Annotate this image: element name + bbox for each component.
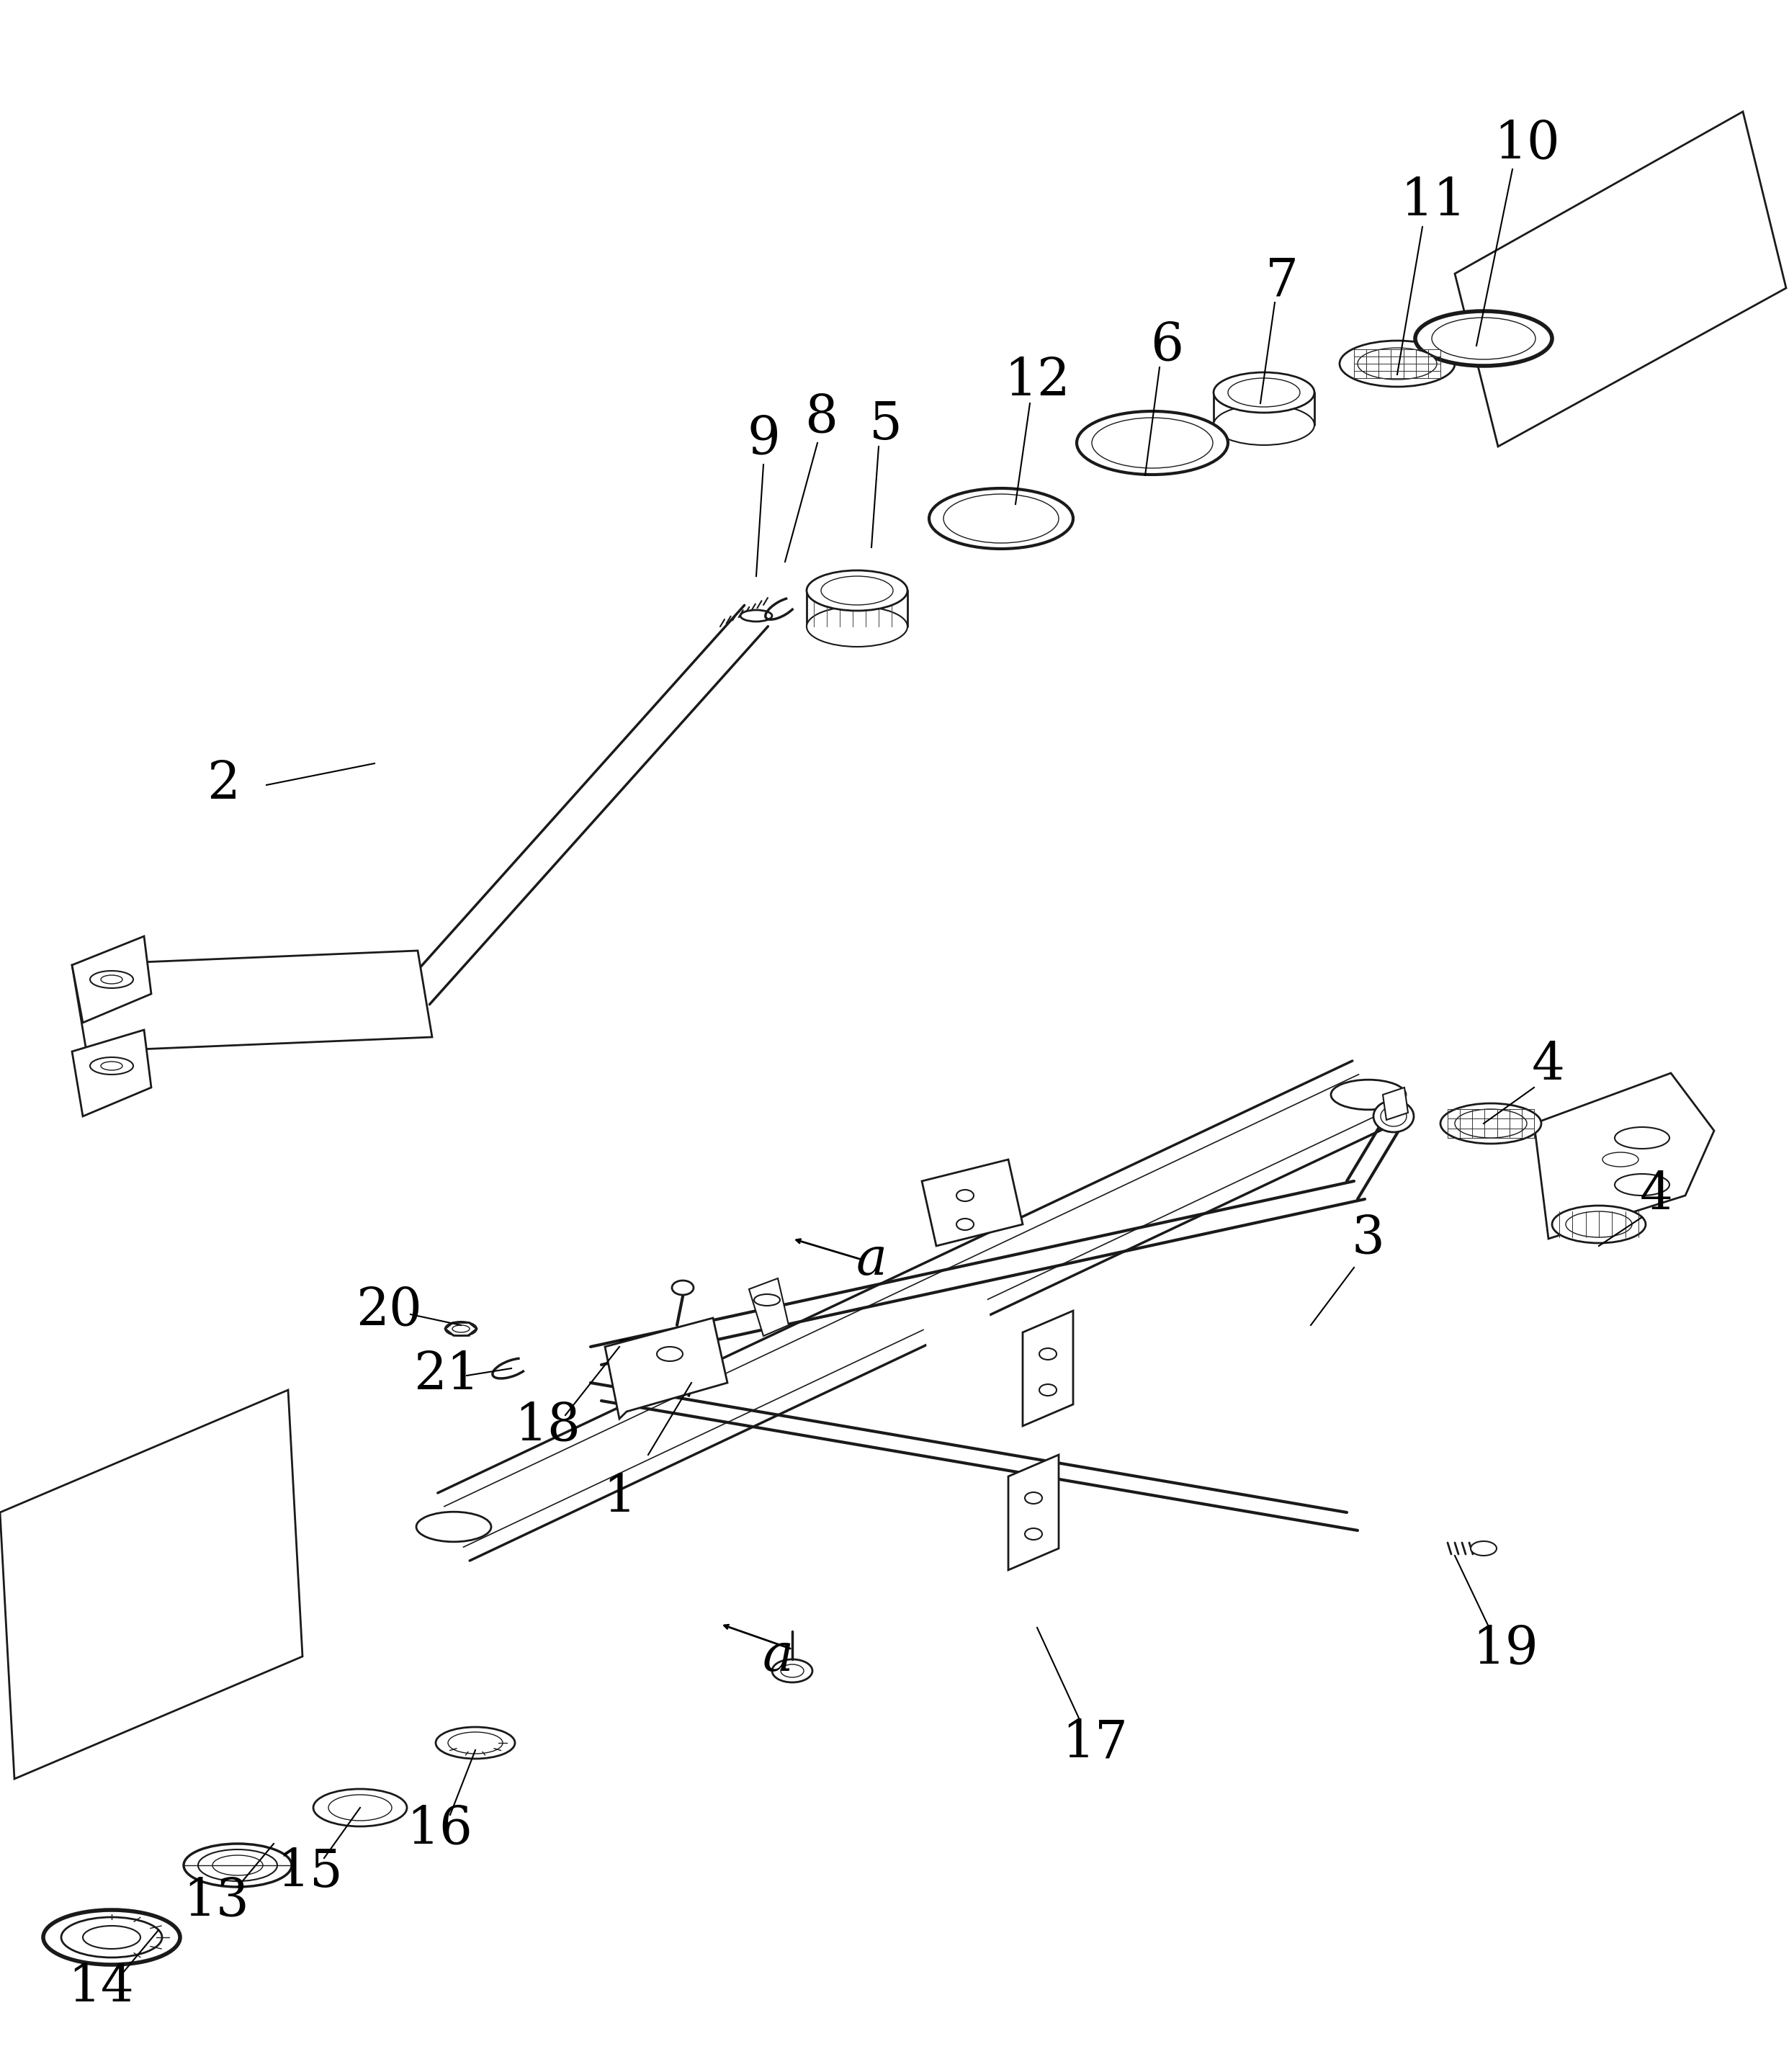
Ellipse shape bbox=[1213, 404, 1315, 445]
Ellipse shape bbox=[89, 972, 132, 988]
Ellipse shape bbox=[1615, 1175, 1669, 1196]
Text: 3: 3 bbox=[1352, 1214, 1385, 1264]
Ellipse shape bbox=[780, 1664, 803, 1678]
Polygon shape bbox=[1383, 1088, 1408, 1119]
Ellipse shape bbox=[213, 1854, 263, 1875]
Ellipse shape bbox=[1553, 1206, 1646, 1243]
Text: 14: 14 bbox=[68, 1962, 134, 2014]
Text: 13: 13 bbox=[182, 1875, 249, 1927]
Ellipse shape bbox=[1358, 348, 1437, 379]
Polygon shape bbox=[72, 937, 152, 1024]
Ellipse shape bbox=[1039, 1349, 1057, 1359]
Text: 8: 8 bbox=[805, 392, 837, 443]
Ellipse shape bbox=[1603, 1152, 1639, 1167]
Ellipse shape bbox=[1227, 377, 1301, 406]
Polygon shape bbox=[72, 951, 433, 1051]
Ellipse shape bbox=[957, 1218, 973, 1231]
Ellipse shape bbox=[1431, 317, 1535, 358]
Ellipse shape bbox=[673, 1280, 694, 1295]
Ellipse shape bbox=[313, 1788, 406, 1825]
Polygon shape bbox=[1533, 1073, 1714, 1239]
Ellipse shape bbox=[1615, 1127, 1669, 1148]
Ellipse shape bbox=[741, 609, 773, 622]
Polygon shape bbox=[605, 1318, 728, 1419]
Polygon shape bbox=[1009, 1455, 1059, 1571]
Ellipse shape bbox=[1340, 340, 1454, 387]
Text: 4: 4 bbox=[1531, 1040, 1565, 1092]
Polygon shape bbox=[0, 1390, 302, 1780]
Polygon shape bbox=[1454, 112, 1785, 448]
Ellipse shape bbox=[1091, 419, 1213, 468]
Ellipse shape bbox=[1025, 1529, 1043, 1539]
Text: a: a bbox=[762, 1631, 793, 1682]
Text: 9: 9 bbox=[746, 414, 780, 464]
Polygon shape bbox=[921, 1160, 1023, 1245]
Text: 16: 16 bbox=[406, 1805, 472, 1854]
Polygon shape bbox=[1023, 1312, 1073, 1426]
Ellipse shape bbox=[753, 1295, 780, 1305]
Text: 20: 20 bbox=[356, 1285, 422, 1336]
Ellipse shape bbox=[329, 1794, 392, 1821]
Text: 17: 17 bbox=[1061, 1718, 1127, 1767]
Ellipse shape bbox=[657, 1347, 683, 1361]
Ellipse shape bbox=[1025, 1492, 1043, 1504]
Ellipse shape bbox=[1374, 1100, 1413, 1131]
Polygon shape bbox=[72, 1030, 152, 1117]
Text: 21: 21 bbox=[413, 1351, 479, 1401]
Ellipse shape bbox=[184, 1844, 292, 1888]
Ellipse shape bbox=[43, 1910, 181, 1964]
Text: 18: 18 bbox=[513, 1401, 580, 1450]
Ellipse shape bbox=[1077, 410, 1227, 474]
Text: 1: 1 bbox=[603, 1473, 635, 1523]
Text: 5: 5 bbox=[869, 400, 902, 450]
Ellipse shape bbox=[447, 1732, 503, 1753]
Ellipse shape bbox=[199, 1850, 277, 1881]
Ellipse shape bbox=[1471, 1542, 1497, 1556]
Ellipse shape bbox=[807, 607, 907, 646]
Ellipse shape bbox=[1565, 1212, 1632, 1237]
Text: 6: 6 bbox=[1150, 321, 1183, 371]
Text: 11: 11 bbox=[1401, 176, 1467, 228]
Ellipse shape bbox=[957, 1189, 973, 1202]
Ellipse shape bbox=[1039, 1384, 1057, 1397]
Ellipse shape bbox=[1454, 1109, 1526, 1138]
Ellipse shape bbox=[89, 1057, 132, 1075]
Ellipse shape bbox=[1440, 1102, 1542, 1144]
Text: a: a bbox=[855, 1235, 887, 1287]
Ellipse shape bbox=[943, 493, 1059, 543]
Ellipse shape bbox=[100, 976, 122, 984]
Ellipse shape bbox=[100, 1061, 122, 1071]
Ellipse shape bbox=[82, 1925, 141, 1950]
Ellipse shape bbox=[773, 1660, 812, 1682]
Text: 19: 19 bbox=[1472, 1624, 1539, 1674]
Ellipse shape bbox=[445, 1322, 478, 1336]
Ellipse shape bbox=[453, 1326, 469, 1332]
Ellipse shape bbox=[417, 1513, 492, 1542]
Text: 4: 4 bbox=[1641, 1171, 1673, 1220]
Polygon shape bbox=[750, 1278, 789, 1336]
Text: 10: 10 bbox=[1494, 118, 1560, 170]
Ellipse shape bbox=[1415, 311, 1553, 367]
Ellipse shape bbox=[807, 570, 907, 611]
Text: 15: 15 bbox=[277, 1846, 343, 1898]
Ellipse shape bbox=[61, 1917, 163, 1958]
Ellipse shape bbox=[1331, 1080, 1406, 1111]
Text: 2: 2 bbox=[208, 760, 240, 810]
Ellipse shape bbox=[1213, 373, 1315, 412]
Text: 7: 7 bbox=[1265, 255, 1299, 307]
Ellipse shape bbox=[928, 489, 1073, 549]
Polygon shape bbox=[921, 1297, 995, 1361]
Text: 12: 12 bbox=[1004, 356, 1070, 406]
Ellipse shape bbox=[821, 576, 893, 605]
Ellipse shape bbox=[437, 1728, 515, 1759]
Ellipse shape bbox=[1381, 1106, 1406, 1127]
